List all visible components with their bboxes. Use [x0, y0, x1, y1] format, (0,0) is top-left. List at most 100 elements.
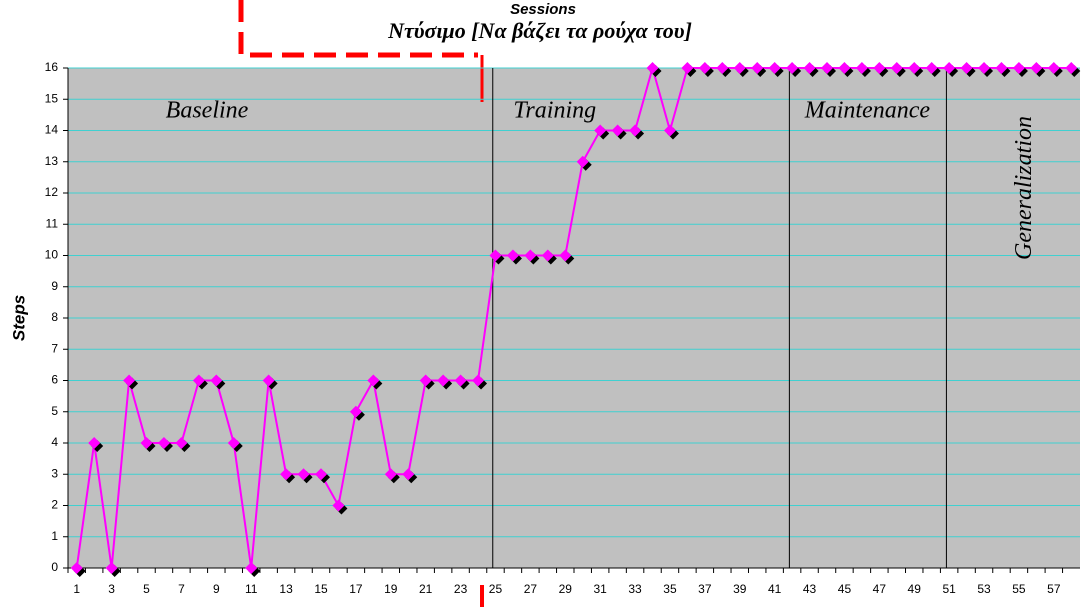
- x-tick-label: 51: [942, 582, 956, 596]
- series-line: [75, 64, 1072, 569]
- x-tick-label: 5: [143, 582, 150, 596]
- x-tick-label: 7: [178, 582, 185, 596]
- marker: [210, 374, 223, 387]
- marker: [751, 62, 764, 74]
- x-tick-label: 31: [593, 582, 607, 596]
- x-tick-label: 33: [628, 582, 642, 596]
- marker: [105, 562, 118, 574]
- marker: [629, 124, 642, 137]
- marker: [978, 62, 991, 74]
- phase-label: Generalization: [1011, 116, 1037, 260]
- marker: [472, 374, 485, 387]
- marker: [506, 249, 519, 262]
- x-tick-label: 1: [73, 582, 80, 596]
- marker: [855, 62, 868, 74]
- marker: [768, 62, 781, 74]
- x-tick-label: 29: [559, 582, 573, 596]
- marker: [576, 155, 589, 168]
- marker: [960, 62, 973, 74]
- x-tick-label: 57: [1047, 582, 1061, 596]
- marker: [908, 62, 921, 74]
- x-tick-label: 37: [698, 582, 712, 596]
- marker: [332, 499, 345, 512]
- marker: [698, 62, 711, 74]
- marker: [873, 62, 886, 74]
- x-tick-label: 49: [908, 582, 922, 596]
- marker: [489, 249, 502, 262]
- marker: [995, 62, 1008, 74]
- marker: [192, 374, 205, 387]
- x-tick-label: 53: [977, 582, 991, 596]
- y-tick-label: 4: [51, 435, 58, 449]
- marker: [227, 437, 240, 449]
- chart-title: Sessions: [510, 1, 576, 18]
- marker: [541, 249, 554, 262]
- marker: [140, 437, 153, 449]
- marker: [663, 124, 676, 137]
- y-tick-label: 2: [51, 498, 58, 512]
- phase-label: Training: [513, 98, 596, 124]
- marker: [925, 62, 938, 74]
- y-tick-label: 3: [51, 466, 58, 480]
- marker: [245, 562, 258, 574]
- marker: [402, 468, 415, 481]
- marker: [594, 124, 607, 137]
- marker: [437, 374, 450, 387]
- y-tick-label: 9: [51, 279, 58, 293]
- x-tick-label: 11: [245, 582, 258, 596]
- marker: [1030, 62, 1043, 74]
- y-tick-label: 8: [51, 310, 58, 324]
- marker: [890, 62, 903, 74]
- chart-subtitle: Ντύσιμο [Να βάζει τα ρούχα του]: [387, 18, 692, 43]
- marker: [559, 249, 572, 262]
- y-tick-label: 7: [51, 341, 58, 355]
- marker: [1047, 62, 1060, 74]
- y-tick-label: 16: [45, 60, 59, 74]
- marker: [821, 62, 833, 74]
- x-tick-label: 13: [279, 582, 293, 596]
- x-tick-label: 3: [108, 582, 115, 596]
- x-tick-label: 27: [524, 582, 538, 596]
- marker: [70, 562, 83, 574]
- marker: [297, 468, 310, 481]
- x-tick-label: 19: [384, 582, 398, 596]
- marker: [943, 62, 956, 74]
- x-tick-label: 41: [768, 582, 782, 596]
- marker: [175, 437, 188, 449]
- marker: [367, 374, 380, 387]
- marker: [454, 374, 467, 387]
- marker: [1012, 62, 1025, 74]
- x-tick-label: 15: [314, 582, 328, 596]
- x-tick-label: 25: [489, 582, 503, 596]
- marker: [1065, 62, 1078, 74]
- y-tick-label: 1: [51, 529, 58, 543]
- marker: [838, 62, 851, 74]
- x-tick-label: 23: [454, 582, 468, 596]
- y-tick-label: 15: [45, 91, 59, 105]
- marker: [716, 62, 729, 74]
- marker: [786, 62, 799, 74]
- marker: [315, 468, 327, 481]
- y-tick-label: 12: [45, 185, 59, 199]
- y-tick-label: 6: [51, 373, 58, 387]
- y-tick-label: 5: [51, 404, 58, 418]
- x-tick-label: 39: [733, 582, 747, 596]
- marker: [88, 437, 101, 449]
- marker: [123, 374, 136, 387]
- y-tick-label: 0: [51, 560, 58, 574]
- x-tick-label: 35: [663, 582, 677, 596]
- y-tick-label: 10: [45, 248, 59, 262]
- x-tick-label: 47: [873, 582, 887, 596]
- x-tick-label: 21: [419, 582, 433, 596]
- x-tick-label: 17: [349, 582, 363, 596]
- y-axis-label: Steps: [9, 295, 28, 341]
- marker: [803, 62, 816, 74]
- marker: [419, 374, 432, 387]
- marker: [646, 62, 659, 74]
- marker: [681, 62, 694, 74]
- x-tick-label: 9: [213, 582, 220, 596]
- y-tick-label: 11: [46, 216, 59, 230]
- marker: [384, 468, 397, 481]
